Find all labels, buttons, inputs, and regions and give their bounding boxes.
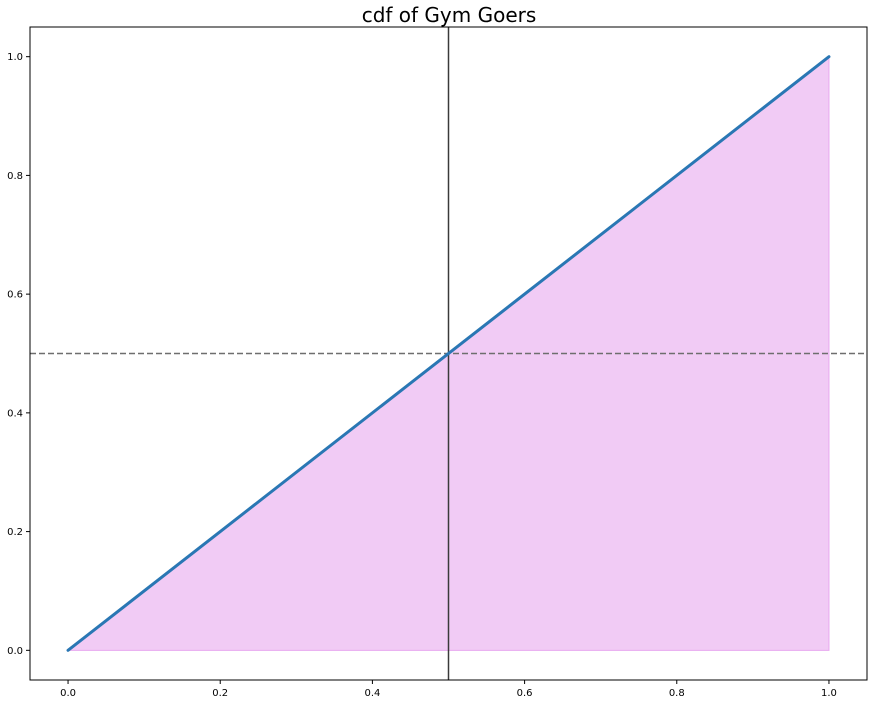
x-axis: 0.0 0.2 0.4 0.6 0.8 1.0 [60, 680, 837, 699]
x-tick-label: 0.8 [669, 688, 685, 699]
y-tick-label: 0.0 [7, 646, 23, 657]
x-tick-label: 0.4 [364, 688, 380, 699]
x-tick-label: 0.6 [517, 688, 533, 699]
x-tick-label: 0.0 [60, 688, 76, 699]
y-tick-label: 0.6 [7, 290, 23, 301]
x-tick-label: 0.2 [212, 688, 228, 699]
y-tick-label: 1.0 [7, 52, 23, 63]
x-tick-label: 1.0 [821, 688, 837, 699]
cdf-line [66, 55, 831, 652]
y-tick-label: 0.4 [7, 408, 23, 419]
y-tick-label: 0.8 [7, 171, 23, 182]
y-axis: 0.0 0.2 0.4 0.6 0.8 1.0 [7, 52, 30, 657]
axes-frame [29, 26, 868, 681]
y-tick-label: 0.2 [7, 527, 23, 538]
chart-title: cdf of Gym Goers [362, 3, 537, 27]
plot-area [30, 27, 867, 680]
